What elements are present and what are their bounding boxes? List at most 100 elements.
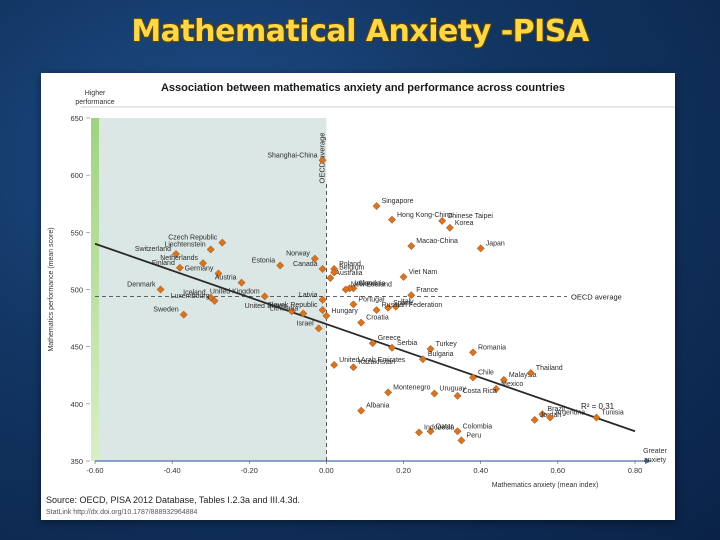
point-label: Denmark [127,282,156,289]
data-point [330,268,339,277]
data-point [530,415,539,424]
data-point [469,373,477,382]
data-point [341,285,350,294]
data-point [407,291,416,300]
point-label: Uruguay [439,386,466,393]
point-label: Albania [366,403,389,410]
trend-line [94,242,636,433]
point-label: Spain [393,300,411,307]
point-label: Argentina [555,410,585,417]
point-label: Estonia [252,257,275,264]
data-point [214,269,223,278]
data-point [318,306,327,315]
data-point [368,339,377,348]
x-axis-arrow [645,458,652,464]
data-point [156,285,165,294]
y-tick-label: 550 [70,228,83,237]
higher-performance-label-line2: performance [75,99,114,106]
x-axis-label: Mathematics anxiety (mean index) [492,482,599,489]
point-label: United Arab Emirates [339,357,406,364]
data-point [218,238,227,247]
data-point [276,261,285,270]
point-label: Japan [486,240,505,247]
chart-title: Association between mathematics anxiety … [161,82,565,94]
data-point [175,263,184,272]
data-point [430,389,439,398]
data-point [322,311,331,320]
y-tick-label: 450 [70,343,83,352]
data-point [407,242,416,251]
point-label: Singapore [382,198,414,205]
point-label: United States [245,303,288,310]
data-point [426,344,435,353]
higher-performance-label-line1: Higher [85,90,106,97]
y-tick-label: 350 [70,457,83,466]
x-tick-label: 0.40 [473,466,488,475]
data-point [438,216,447,225]
point-label: Lithuania [270,306,299,313]
point-label: Brazil [547,406,565,413]
point-label: Croatia [366,315,389,322]
point-label: United Kingdom [210,288,260,295]
data-point [391,302,400,311]
statlink-note: StatLink http://dx.doi.org/10.1787/88893… [46,509,198,516]
point-label: Netherlands [160,255,198,262]
point-label: Slovenia [358,280,385,287]
point-label: Serbia [397,340,417,347]
point-label: Mexico [501,381,523,388]
data-point [418,355,427,364]
point-label: Montenegro [393,384,430,391]
figure-panel: Association between mathematics anxiety … [41,73,675,520]
slide-title: Mathematical Anxiety -PISA [131,14,589,49]
data-point [372,306,381,315]
y-axis-label: Mathematics performance (mean score) [48,227,55,351]
point-label: Bulgaria [428,351,454,358]
point-label: Hungary [331,308,358,315]
point-label: Portugal [358,296,385,303]
point-label: Norway [286,251,310,258]
data-point [538,410,547,419]
point-label: France [416,287,438,294]
x-tick-label: 0.00 [319,466,334,475]
point-label: New Zealand [351,282,392,289]
y-tick-label: 500 [70,286,83,295]
point-label: Ireland [355,280,377,287]
point-label: Australia [335,270,362,277]
point-label: Finland [152,260,175,267]
point-label: Germany [185,265,214,272]
y-tick-label: 600 [70,171,83,180]
point-label: Luxembourg [171,293,210,300]
data-point [399,272,408,281]
r-squared-label: R² = 0.31 [581,402,615,411]
x-tick-label: 0.20 [396,466,411,475]
point-label: Latvia [299,292,318,299]
data-point [237,278,246,287]
point-label: Turkey [436,341,458,348]
data-point [318,295,327,304]
point-label: Czech Republic [168,235,218,242]
x-tick-label: -0.40 [164,466,181,475]
x-tick-label: -0.60 [86,466,103,475]
data-point [546,413,555,422]
data-point [318,264,327,273]
data-point [287,307,296,316]
point-label: Poland [339,261,361,268]
point-label: Chinese Taipei [447,213,493,220]
data-point [199,259,207,268]
point-label: Indonesia [424,424,454,431]
point-label: Italy [401,299,414,306]
greater-anxiety-label-line2: anxiety [644,457,667,464]
data-point [457,436,466,445]
point-label: Russian Federation [382,302,443,309]
x-tick-label: 0.60 [551,466,566,475]
x-tick-label: 0.80 [628,466,643,475]
point-label: Canada [293,261,318,268]
chart-body: Higher performance 650 600 550 500 450 400 350 Ma… [48,90,668,489]
point-label: Slovak Republic [267,302,318,309]
data-point [476,244,485,253]
data-point [310,254,319,263]
data-point [453,391,462,400]
point-label: Israel [297,320,315,327]
point-label: Thailand [536,365,563,372]
data-point [357,318,366,327]
